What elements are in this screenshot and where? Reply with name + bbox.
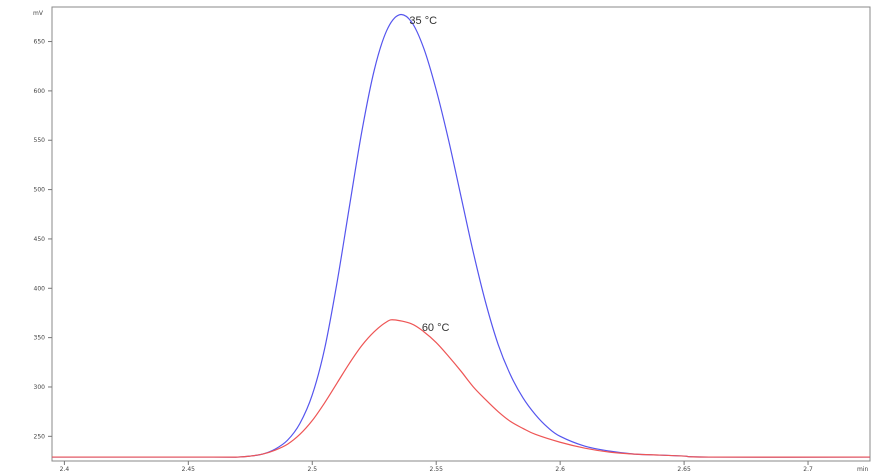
peak-annotation: 35 °C — [409, 15, 437, 27]
y-tick-label: 350 — [34, 335, 46, 342]
x-tick-label: 2.6 — [555, 466, 565, 473]
x-tick-label: 2.55 — [430, 466, 444, 473]
peak-annotation: 60 °C — [422, 322, 450, 334]
y-unit-label: mV — [33, 10, 44, 17]
x-tick-label: 2.4 — [60, 466, 70, 473]
y-axis: 250 300 350 400 450 500 550 600 650 — [34, 39, 52, 440]
series-layer — [52, 13, 871, 458]
annotation-layer: 35 °C 60 °C — [409, 15, 449, 334]
y-tick-label: 450 — [34, 236, 46, 243]
x-tick-label: 2.65 — [677, 466, 691, 473]
y-tick-label: 400 — [34, 285, 46, 292]
y-tick-label: 500 — [34, 187, 46, 194]
x-unit-label: min — [857, 466, 869, 473]
series-line-35c — [52, 13, 871, 458]
plot-frame — [51, 6, 871, 462]
y-tick-label: 300 — [34, 384, 46, 391]
y-tick-label: 550 — [34, 137, 46, 144]
x-tick-label: 2.7 — [803, 466, 813, 473]
x-axis: 2.4 2.45 2.5 2.55 2.6 2.65 2.7 — [60, 461, 813, 473]
series-line-60c — [52, 319, 871, 458]
y-tick-label: 650 — [34, 39, 46, 46]
x-tick-label: 2.45 — [182, 466, 196, 473]
y-tick-label: 250 — [34, 433, 46, 440]
x-tick-label: 2.5 — [307, 466, 317, 473]
y-tick-label: 600 — [34, 88, 46, 95]
